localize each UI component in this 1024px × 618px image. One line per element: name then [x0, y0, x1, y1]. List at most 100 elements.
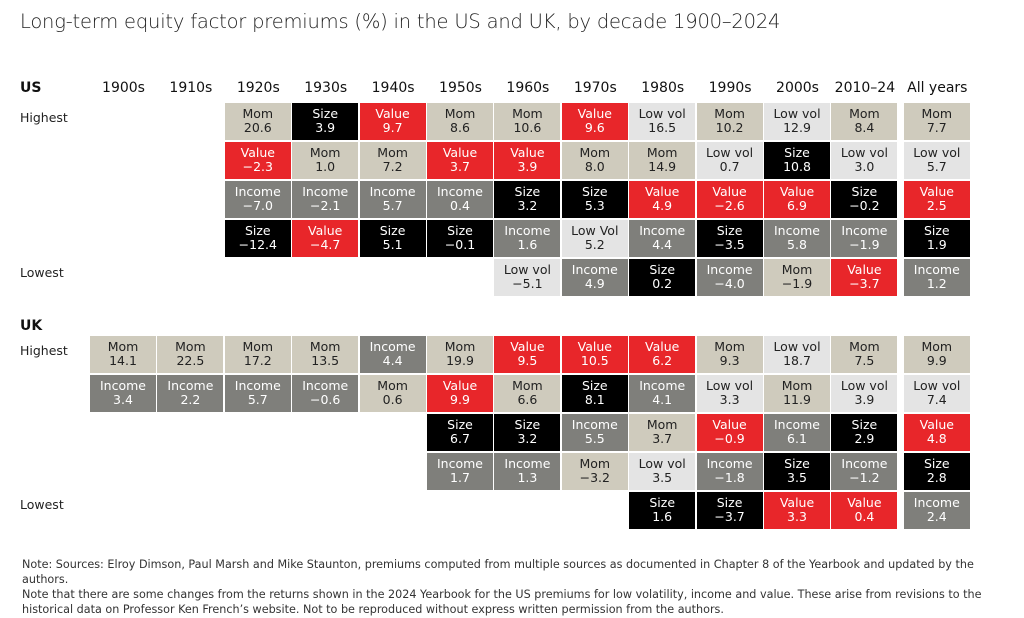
note-line: historical data on Professor Ken French’…	[22, 603, 724, 616]
factor-premium: 1.9	[926, 237, 947, 252]
factor-premium: 3.3	[719, 392, 740, 407]
factor-name: Income	[639, 223, 686, 238]
factor-cell: Income 5.8	[764, 220, 830, 257]
factor-name: Mom	[921, 339, 953, 354]
factor-cell: Mom 20.6	[224, 103, 291, 140]
factor-name: Size	[716, 495, 743, 510]
factor-cell: Size −0.1	[427, 220, 493, 257]
factor-cell: Income −2.1	[292, 181, 359, 218]
factor-cell: Value 6.2	[629, 336, 696, 373]
factor-name: Mom	[309, 145, 341, 160]
factor-cell: Mom 22.5	[157, 336, 224, 373]
factor-premium: 4.8	[926, 431, 947, 446]
factor-cell: Low vol 3.0	[831, 142, 898, 179]
factor-name: Income	[841, 223, 888, 238]
factor-premium: 5.2	[584, 237, 605, 252]
column-header: 1920s	[236, 80, 280, 96]
column-header: 1930s	[304, 80, 348, 96]
factor-name: Value	[779, 184, 815, 199]
factor-cell: Low vol −5.1	[494, 259, 561, 296]
factor-premium: 11.9	[783, 392, 811, 407]
factor-cell: Low vol 16.5	[629, 103, 696, 140]
factor-name: Size	[312, 106, 339, 121]
factor-name: Size	[784, 456, 810, 471]
factor-cell: Income −7.0	[224, 181, 291, 218]
note-line: Note: Sources: Elroy Dimson, Paul Marsh …	[22, 558, 974, 586]
column-header: 1940s	[371, 80, 415, 96]
factor-premium: 4.4	[382, 353, 403, 368]
factor-cell: Mom 0.6	[359, 375, 426, 412]
factor-cell: Size 2.9	[831, 414, 898, 451]
factor-cell: Mom 9.9	[903, 336, 970, 373]
factor-premium: 1.3	[517, 470, 538, 485]
factor-premium: 9.6	[584, 120, 605, 135]
factor-cell: Income 0.4	[427, 181, 493, 218]
factor-premium: 3.2	[517, 431, 538, 446]
factor-premium: 3.5	[787, 470, 807, 485]
factor-name: Value	[712, 184, 747, 199]
factor-cell: Size 3.5	[764, 453, 830, 490]
factor-cell: Value 3.9	[494, 142, 561, 179]
factor-name: Income	[504, 223, 551, 238]
factor-premium: 5.7	[382, 198, 403, 213]
factor-name: Size	[851, 417, 878, 432]
column-header: All years	[907, 80, 968, 96]
factor-cell: Mom 19.9	[427, 336, 493, 373]
factor-name: Income	[706, 456, 753, 471]
us-region-label: US	[20, 80, 42, 96]
factor-premium: −3.2	[579, 470, 610, 485]
factor-name: Value	[847, 262, 882, 277]
factor-premium: 8.6	[450, 120, 470, 135]
factor-cell: Income 5.7	[359, 181, 426, 218]
source-note: Note: Sources: Elroy Dimson, Paul Marsh …	[22, 557, 1012, 617]
factor-name: Income	[369, 184, 416, 199]
factor-cell: Value 3.3	[764, 492, 830, 529]
factor-premium: 9.9	[450, 392, 470, 407]
factor-name: Size	[716, 223, 743, 238]
factor-name: Low vol	[840, 378, 888, 393]
factor-premium: −2.3	[242, 159, 273, 174]
factor-name: Low vol	[840, 145, 888, 160]
factor-premium: 6.7	[450, 431, 470, 446]
column-header: 1950s	[439, 80, 482, 96]
factor-premium: 5.7	[247, 392, 268, 407]
factor-premium: −3.7	[849, 276, 880, 291]
factor-name: Size	[514, 184, 541, 199]
note-line: Note that there are some changes from th…	[22, 588, 982, 601]
factor-name: Size	[447, 223, 473, 238]
factor-name: Income	[774, 417, 820, 432]
factor-premium: 2.4	[926, 509, 947, 524]
factor-name: Low vol	[638, 106, 686, 121]
factor-cell: Income −4.0	[696, 259, 763, 296]
column-header: 1970s	[573, 80, 617, 96]
factor-cell: Mom 7.5	[831, 336, 898, 373]
factor-name: Size	[447, 417, 473, 432]
factor-premium: 18.7	[783, 353, 811, 368]
factor-name: Size	[649, 262, 676, 277]
factor-premium: 1.0	[315, 159, 336, 174]
factor-premium: 12.9	[783, 120, 811, 135]
factor-cell: Mom 10.2	[696, 103, 763, 140]
factor-premium: 8.4	[854, 120, 875, 135]
factor-cell: Mom 8.0	[561, 142, 628, 179]
factor-premium: 3.7	[652, 431, 673, 446]
factor-cell: Income 1.3	[494, 453, 561, 490]
factor-name: Mom	[377, 145, 408, 160]
factor-premium: 7.2	[382, 159, 403, 174]
factor-name: Value	[919, 417, 954, 432]
factor-name: Income	[639, 378, 686, 393]
factor-premium: 6.1	[787, 431, 807, 446]
factor-name: Income	[571, 262, 618, 277]
factor-name: Mom	[849, 106, 880, 121]
factor-name: Low vol	[706, 378, 754, 393]
factor-cell: Income 4.4	[629, 220, 696, 257]
factor-name: Value	[645, 184, 680, 199]
factor-cell: Income 1.7	[427, 453, 493, 490]
factor-premium: 2.2	[180, 392, 201, 407]
factor-cell: Value 9.5	[494, 336, 561, 373]
factor-premium: 13.5	[311, 353, 340, 368]
factor-premium: −4.0	[714, 276, 745, 291]
factor-cell: Income 1.6	[494, 220, 561, 257]
factor-premium: 4.9	[652, 198, 673, 213]
factor-name: Mom	[921, 106, 953, 121]
